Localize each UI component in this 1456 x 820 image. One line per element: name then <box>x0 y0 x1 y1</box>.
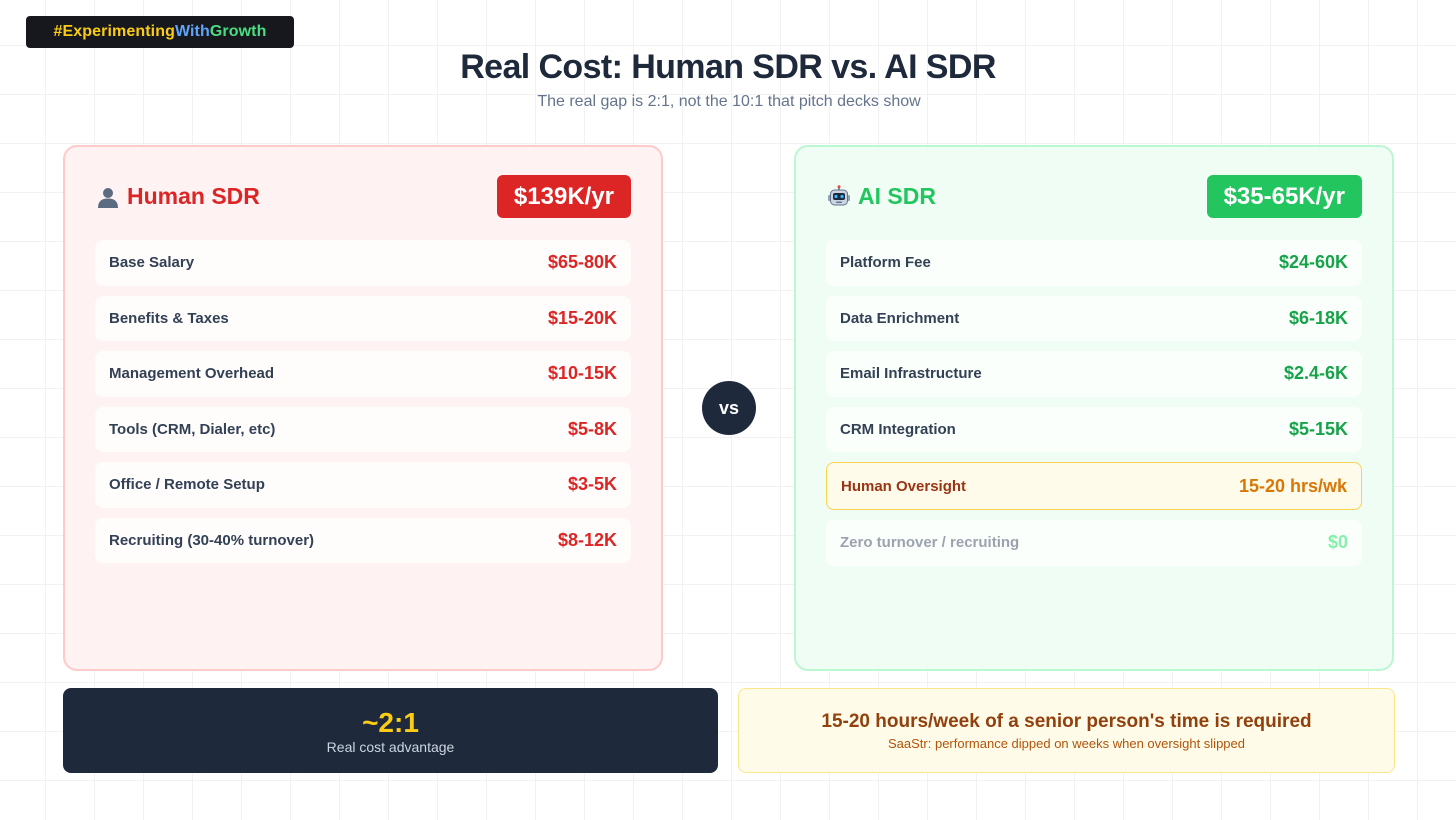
ai-card-header: AI SDR $35-65K/yr <box>826 147 1362 240</box>
cost-label: Management Overhead <box>109 365 275 383</box>
oversight-note-title: 15-20 hours/week of a senior person's ti… <box>821 711 1312 732</box>
cost-row-platform-fee: Platform Fee $24-60K <box>826 240 1362 286</box>
oversight-note-subtitle: SaaStr: performance dipped on weeks when… <box>888 736 1245 751</box>
human-price-badge: $139K/yr <box>496 175 631 218</box>
oversight-note: 15-20 hours/week of a senior person's ti… <box>738 688 1395 773</box>
ai-card-title: AI SDR <box>826 183 936 210</box>
cost-row-recruiting: Recruiting (30-40% turnover) $8-12K <box>95 517 631 563</box>
cost-row-data-enrichment: Data Enrichment $6-18K <box>826 295 1362 341</box>
cost-label: Office / Remote Setup <box>109 476 265 494</box>
cost-label: Platform Fee <box>840 254 931 272</box>
cost-ratio-summary: ~2:1 Real cost advantage <box>63 688 718 773</box>
cost-value: $8-12K <box>557 529 617 550</box>
cost-value: $3-5K <box>567 474 617 495</box>
ai-card-title-text: AI SDR <box>858 183 936 209</box>
cost-label: Data Enrichment <box>840 309 960 327</box>
human-card-title-text: Human SDR <box>127 183 260 209</box>
cost-value: $0 <box>1327 532 1348 553</box>
cost-label: Base Salary <box>109 254 195 272</box>
cost-row-email-infrastructure: Email Infrastructure $2.4-6K <box>826 351 1362 397</box>
human-card-header: Human SDR $139K/yr <box>95 147 631 240</box>
vs-badge: vs <box>702 381 756 435</box>
cost-value: $5-8K <box>567 418 617 439</box>
human-card-title: Human SDR <box>95 183 260 210</box>
cost-value: $2.4-6K <box>1283 363 1348 384</box>
cost-value: $5-15K <box>1288 418 1348 439</box>
cost-label: Zero turnover / recruiting <box>840 534 1020 552</box>
ai-sdr-card: AI SDR $35-65K/yr Platform Fee $24-60K D… <box>794 145 1394 671</box>
cost-row-benefits-taxes: Benefits & Taxes $15-20K <box>95 295 631 341</box>
cost-label: Email Infrastructure <box>840 365 982 383</box>
brand-part-experimenting: #Experimenting <box>53 23 175 40</box>
cost-label: CRM Integration <box>840 420 956 438</box>
cost-row-human-oversight: Human Oversight 15-20 hrs/wk <box>826 462 1362 510</box>
brand-tag: #Experimenting With Growth <box>26 16 294 48</box>
cost-value: $65-80K <box>547 252 617 273</box>
ai-cost-list: Platform Fee $24-60K Data Enrichment $6-… <box>826 240 1362 566</box>
cost-ratio-value: ~2:1 <box>362 706 419 738</box>
cost-label: Benefits & Taxes <box>109 309 229 327</box>
cost-value: $6-18K <box>1288 307 1348 328</box>
cost-value: 15-20 hrs/wk <box>1238 475 1347 496</box>
brand-part-with: With <box>174 23 210 40</box>
cost-row-zero-turnover: Zero turnover / recruiting $0 <box>826 520 1362 566</box>
person-icon <box>95 184 121 210</box>
cost-label: Tools (CRM, Dialer, etc) <box>109 420 276 438</box>
cost-label: Human Oversight <box>841 477 967 495</box>
ai-price-badge: $35-65K/yr <box>1206 175 1362 218</box>
cost-value: $10-15K <box>547 363 617 384</box>
cost-row-tools: Tools (CRM, Dialer, etc) $5-8K <box>95 406 631 452</box>
page-subtitle: The real gap is 2:1, not the 10:1 that p… <box>537 93 921 110</box>
page-title: Real Cost: Human SDR vs. AI SDR <box>460 48 996 86</box>
robot-icon <box>826 184 852 210</box>
cost-row-base-salary: Base Salary $65-80K <box>95 240 631 286</box>
cost-row-office-setup: Office / Remote Setup $3-5K <box>95 462 631 508</box>
cost-value: $24-60K <box>1278 252 1348 273</box>
cost-row-management-overhead: Management Overhead $10-15K <box>95 351 631 397</box>
cost-value: $15-20K <box>547 307 617 328</box>
cost-ratio-label: Real cost advantage <box>326 738 455 755</box>
human-sdr-card: Human SDR $139K/yr Base Salary $65-80K B… <box>63 145 663 671</box>
brand-part-growth: Growth <box>209 23 267 40</box>
cost-label: Recruiting (30-40% turnover) <box>109 531 315 549</box>
human-cost-list: Base Salary $65-80K Benefits & Taxes $15… <box>95 240 631 563</box>
cost-row-crm-integration: CRM Integration $5-15K <box>826 406 1362 452</box>
